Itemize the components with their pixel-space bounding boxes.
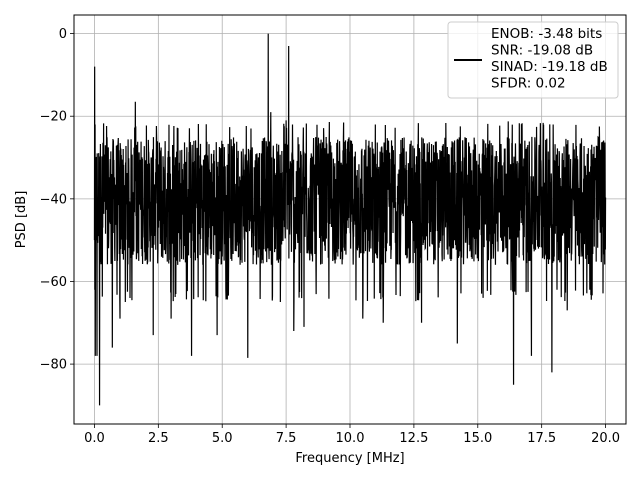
x-tick-label: 0.0	[84, 431, 105, 446]
y-axis-label: PSD [dB]	[14, 191, 29, 249]
psd-series-line	[93, 33, 607, 406]
y-tick-label: −60	[40, 275, 67, 290]
legend-box	[447, 21, 619, 99]
x-tick-label: 15.0	[463, 431, 492, 446]
y-tick-label: 0	[59, 27, 67, 42]
legend-label-line: ENOB: -3.48 bits	[491, 26, 602, 42]
series-layer	[93, 33, 607, 406]
legend-label-line: SFDR: 0.02	[491, 76, 566, 92]
x-tick-label: 12.5	[399, 431, 428, 446]
x-tick-label: 7.5	[276, 431, 297, 446]
x-tick-label: 5.0	[212, 431, 233, 446]
x-tick-label: 20.0	[591, 431, 620, 446]
x-tick-label: 2.5	[148, 431, 169, 446]
x-tick-label: 17.5	[527, 431, 556, 446]
x-tick-label: 10.0	[336, 431, 365, 446]
legend-label-line: SINAD: -19.18 dB	[491, 59, 608, 75]
ticks: 0.0 2.5 5.0 7.5 10.0 12.5 15.0 17.5 20.0 0 −20 −40 −…	[40, 27, 620, 446]
y-tick-label: −80	[40, 358, 67, 373]
y-tick-label: −20	[40, 110, 67, 125]
legend-label-line: SNR: -19.08 dB	[491, 43, 593, 59]
x-axis-label: Frequency [MHz]	[295, 451, 404, 466]
y-tick-label: −40	[40, 192, 67, 207]
